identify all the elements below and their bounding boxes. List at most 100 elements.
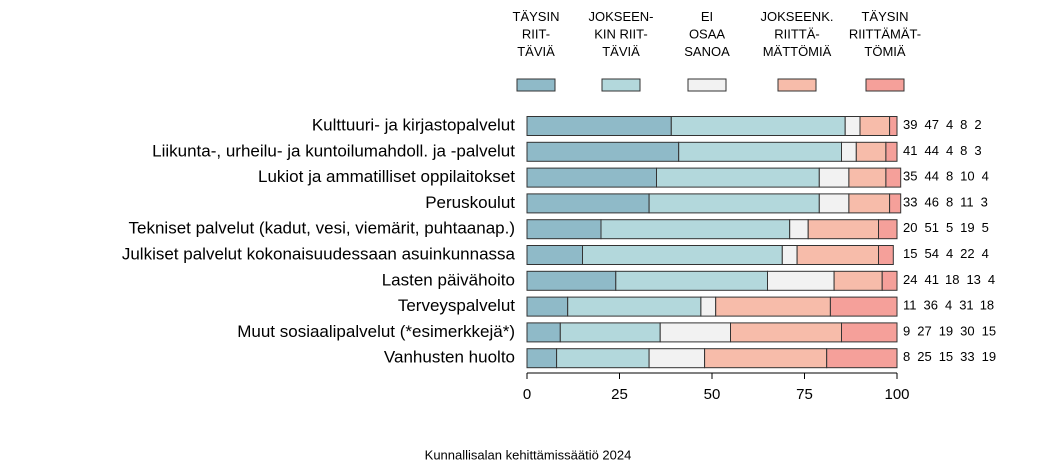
value-label: 10 <box>960 169 974 184</box>
value-label: 13 <box>966 272 980 287</box>
value-label: 4 <box>945 298 952 313</box>
x-tick-label: 75 <box>796 386 813 403</box>
bar <box>826 348 898 369</box>
value-label: 5 <box>946 221 953 236</box>
y-tick-label: Liikunta-, urheilu- ja kuntoilumahdoll. … <box>152 141 515 160</box>
value-label: 41 <box>924 272 938 287</box>
value-label: 11 <box>960 195 974 210</box>
bar <box>730 322 842 343</box>
bar <box>841 322 898 343</box>
value-label: 27 <box>917 324 931 339</box>
bar <box>844 116 861 136</box>
y-tick-label: Tekniset palvelut (kadut, vesi, viemärit… <box>129 219 515 238</box>
legend-label: JOKSEEN-KIN RIIT-TÄVIÄ <box>588 9 653 59</box>
value-labels: 33 46 8 11 3 <box>903 195 988 210</box>
bar <box>526 167 657 188</box>
legend-swatch <box>516 78 556 92</box>
value-label: 46 <box>924 195 938 210</box>
footer: Kunnallisalan kehittämissäätiö 2024 <box>425 447 632 462</box>
bar <box>818 167 850 188</box>
bar <box>526 141 680 162</box>
y-tick-label: Julkiset palvelut kokonaisuudessaan asui… <box>122 244 516 263</box>
bar <box>878 245 894 265</box>
value-label: 54 <box>924 246 938 261</box>
value-labels: 9 27 19 30 15 <box>903 324 996 339</box>
value-label: 33 <box>903 195 917 210</box>
value-label: 8 <box>960 117 967 132</box>
bar <box>807 219 880 240</box>
value-label: 15 <box>982 324 996 339</box>
bar <box>526 296 569 317</box>
value-label: 24 <box>903 272 917 287</box>
bar <box>582 245 783 265</box>
y-tick-label: Peruskoulut <box>425 193 515 212</box>
bar <box>829 296 898 317</box>
value-labels: 11 36 4 31 18 <box>903 298 994 313</box>
y-tick-label: Muut sosiaalipalvelut (*esimerkkejä*) <box>237 322 515 341</box>
bar <box>848 193 891 214</box>
value-label: 19 <box>939 324 953 339</box>
legend-swatch <box>777 78 817 92</box>
value-label: 4 <box>982 169 989 184</box>
value-label: 4 <box>946 246 953 261</box>
value-label: 3 <box>974 143 981 158</box>
bar <box>656 167 820 188</box>
bar <box>781 245 798 265</box>
x-tick-label: 0 <box>523 386 531 403</box>
bar <box>600 219 791 240</box>
bar <box>526 348 558 369</box>
bar <box>818 193 850 214</box>
value-label: 4 <box>982 246 989 261</box>
value-label: 31 <box>959 298 973 313</box>
value-label: 15 <box>903 246 917 261</box>
bar <box>855 141 887 162</box>
value-label: 33 <box>960 350 974 365</box>
bar <box>526 245 583 265</box>
bar <box>889 116 898 136</box>
bar <box>889 193 902 214</box>
bar <box>526 116 672 136</box>
value-label: 8 <box>946 195 953 210</box>
legend-label: JOKSEENK. RIITTÄ-MÄTTÖMIÄ <box>761 9 834 59</box>
bar <box>559 322 661 343</box>
value-label: 4 <box>946 143 953 158</box>
value-label: 4 <box>946 117 953 132</box>
bar <box>789 219 809 240</box>
value-label: 25 <box>917 350 931 365</box>
value-label: 30 <box>960 324 974 339</box>
value-labels: 41 44 4 8 3 <box>903 143 982 158</box>
bar <box>648 193 820 214</box>
value-label: 18 <box>980 298 994 313</box>
bar <box>885 141 898 162</box>
value-label: 51 <box>924 221 938 236</box>
y-tick-label: Vanhusten huolto <box>384 348 515 367</box>
value-label: 39 <box>903 117 917 132</box>
bar <box>715 296 831 317</box>
bar <box>859 116 891 136</box>
bar <box>767 270 835 291</box>
value-label: 36 <box>924 298 938 313</box>
value-label: 5 <box>982 221 989 236</box>
y-tick-label: Terveyspalvelut <box>398 296 515 315</box>
value-label: 2 <box>974 117 981 132</box>
legend-swatch <box>687 78 727 92</box>
bar <box>885 167 902 188</box>
bar <box>648 348 706 369</box>
bar <box>878 219 898 240</box>
value-label: 44 <box>924 169 938 184</box>
x-tick-label: 100 <box>884 386 909 403</box>
value-label: 19 <box>982 350 996 365</box>
bar <box>796 245 879 265</box>
bar <box>848 167 887 188</box>
bar <box>704 348 828 369</box>
value-label: 9 <box>903 324 910 339</box>
bar <box>556 348 650 369</box>
value-label: 35 <box>903 169 917 184</box>
value-label: 44 <box>924 143 938 158</box>
bar <box>615 270 768 291</box>
x-tick-label: 25 <box>611 386 628 403</box>
bar <box>526 322 561 343</box>
bar <box>526 219 602 240</box>
value-label: 8 <box>960 143 967 158</box>
